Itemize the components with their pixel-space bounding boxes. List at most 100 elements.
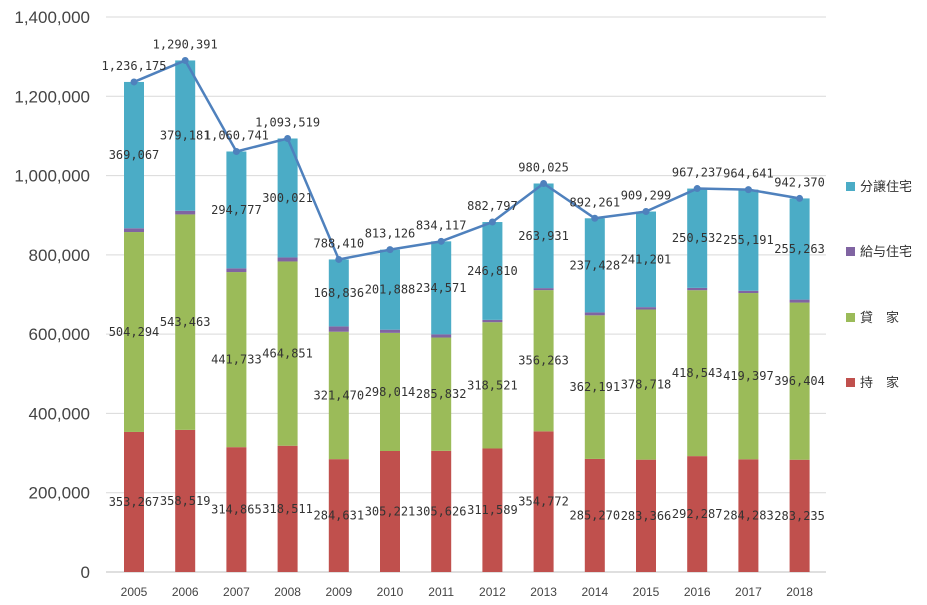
bar-segment [175, 429, 196, 572]
total-data-label: 980,025 [518, 160, 569, 174]
bar-segment [738, 459, 759, 572]
bar-segment [636, 307, 656, 310]
bar-segment [789, 459, 810, 572]
x-tick-label: 2006 [172, 585, 199, 599]
segment-data-label: 358,519 [160, 494, 211, 508]
segment-data-label: 255,191 [723, 233, 774, 247]
segment-data-label: 168,836 [314, 286, 365, 300]
segment-data-label: 284,631 [314, 509, 365, 523]
segment-data-label: 314,865 [211, 503, 262, 517]
total-point [437, 237, 445, 245]
segment-data-label: 305,626 [416, 504, 467, 518]
total-point [181, 56, 189, 64]
segment-data-label: 237,428 [570, 258, 621, 272]
segment-data-label: 543,463 [160, 315, 211, 329]
bar-segment [277, 261, 298, 446]
y-tick-label: 0 [81, 563, 90, 582]
segment-data-label: 321,470 [314, 388, 365, 402]
segment-data-label: 354,772 [518, 495, 569, 509]
bar-segment [738, 293, 759, 460]
x-tick-label: 2005 [121, 585, 148, 599]
bar-segment [789, 299, 810, 303]
total-data-label: 1,093,519 [255, 115, 320, 129]
bar-segment [584, 315, 605, 459]
bar-segment [482, 448, 503, 572]
bar-segment [533, 290, 554, 432]
total-data-label: 788,410 [314, 236, 365, 250]
x-tick-label: 2009 [325, 585, 352, 599]
total-data-label: 964,641 [723, 167, 774, 181]
y-tick-label: 1,000,000 [14, 167, 90, 186]
legend-label: 持 家 [860, 375, 899, 391]
segment-data-label: 353,267 [109, 495, 160, 509]
bar-segment [124, 431, 144, 572]
total-point [130, 78, 138, 86]
total-data-label: 1,290,391 [153, 37, 218, 51]
segment-data-labels: 353,267 504,294 369,067 358,519 543,463 379,1… [109, 129, 825, 523]
legend-label: 貸 家 [860, 310, 899, 326]
x-tick-label: 2014 [581, 585, 608, 599]
segment-data-label: 356,263 [518, 354, 569, 368]
bar-segment [687, 188, 708, 288]
bar-segment [380, 329, 400, 333]
y-tick-label: 1,200,000 [14, 87, 90, 106]
total-data-label: 834,117 [416, 218, 467, 232]
legend-swatch [846, 182, 855, 191]
bar-segment [380, 332, 400, 452]
y-tick-label: 200,000 [29, 484, 90, 503]
bar-segment [533, 431, 554, 572]
y-tick-label: 600,000 [29, 325, 90, 344]
segment-data-label: 464,851 [262, 347, 313, 361]
bar-segment [789, 198, 810, 300]
x-tick-label: 2017 [735, 585, 762, 599]
bar-segment [175, 60, 196, 211]
x-tick-label: 2013 [530, 585, 557, 599]
bar-segment [431, 450, 452, 572]
bar-segment [226, 151, 247, 269]
y-tick-label: 800,000 [29, 246, 90, 265]
segment-data-label: 255,263 [774, 242, 825, 256]
bar-segment [687, 290, 708, 457]
bar-segment [687, 456, 708, 572]
segment-data-label: 379,181 [160, 129, 211, 143]
bar-segment [584, 312, 605, 316]
segment-data-label: 234,571 [416, 281, 467, 295]
bar-segment [226, 268, 247, 273]
x-tick-label: 2016 [684, 585, 711, 599]
segment-data-label: 369,067 [109, 148, 160, 162]
segment-data-label: 285,832 [416, 387, 467, 401]
x-tick-label: 2018 [786, 585, 813, 599]
bar-segment [124, 228, 144, 233]
segment-data-label: 300,021 [262, 191, 313, 205]
segment-data-label: 246,810 [467, 264, 518, 278]
bar-segment [175, 210, 196, 215]
total-data-label: 892,261 [570, 195, 621, 209]
bar-segment [124, 232, 144, 432]
total-point [540, 179, 548, 187]
bar-segment [431, 334, 452, 338]
segment-data-label: 241,201 [621, 252, 672, 266]
bar-segment [789, 302, 810, 460]
segment-data-label: 504,294 [109, 325, 160, 339]
segment-data-label: 294,777 [211, 203, 262, 217]
bar-segment [687, 287, 708, 291]
bar-segment [328, 326, 349, 332]
total-data-label: 1,060,741 [204, 128, 269, 142]
bar-segment [482, 322, 503, 449]
segment-data-label: 362,191 [570, 380, 621, 394]
segment-data-label: 396,404 [774, 374, 825, 388]
total-data-label: 942,370 [774, 175, 825, 189]
total-data-label: 813,126 [365, 227, 416, 241]
legend-swatch [846, 247, 855, 256]
bar-segment [482, 222, 503, 320]
bar-segment [482, 319, 503, 323]
bar-segment [431, 241, 452, 335]
total-point [284, 134, 292, 142]
bar-segment [328, 259, 349, 327]
total-data-label: 909,299 [621, 189, 672, 203]
y-axis: 0 200,000 400,000 600,000 800,000 1,000,000 1,… [14, 8, 90, 582]
x-tick-label: 2008 [274, 585, 301, 599]
segment-data-label: 298,014 [365, 385, 416, 399]
